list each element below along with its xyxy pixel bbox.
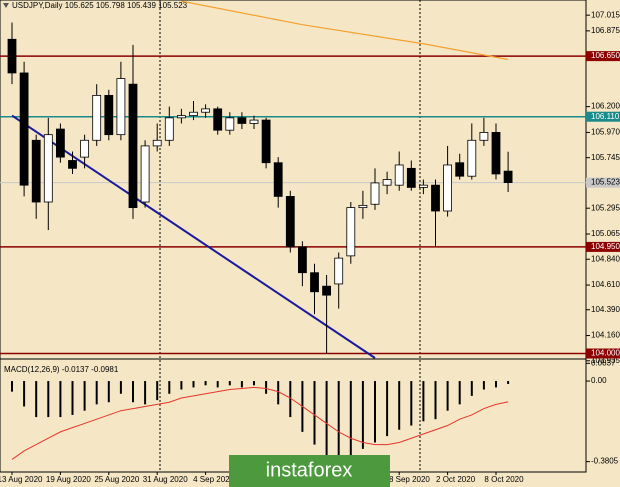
- candle-body: [43, 134, 53, 203]
- y-tick-label: 106.200: [591, 102, 620, 111]
- candle-body: [140, 145, 150, 203]
- indicator-line: [181, 0, 509, 61]
- candle-body: [116, 78, 126, 136]
- signal-line: [11, 386, 509, 460]
- candle-body: [56, 128, 65, 158]
- candle-body: [334, 257, 344, 285]
- y-tick-label: 104.840: [591, 254, 620, 263]
- candle-body: [7, 38, 17, 74]
- candle-body: [19, 72, 29, 186]
- y-tick-label: 103.935: [591, 356, 620, 365]
- candle-body: [406, 167, 416, 188]
- candle-body: [164, 117, 174, 141]
- candle-body: [273, 162, 283, 197]
- candle-body: [68, 160, 77, 169]
- x-tick-label: 13 Aug 2020: [0, 475, 43, 484]
- candle-body: [503, 170, 513, 183]
- level-label-box: [586, 111, 620, 122]
- candle-body: [418, 184, 428, 188]
- candle-body: [394, 164, 404, 186]
- y-tick-label: 104.610: [591, 280, 620, 289]
- y-tick-label: 104.390: [591, 305, 620, 314]
- y-tick-label: 105.065: [591, 229, 620, 238]
- candle-body: [213, 108, 223, 131]
- y-tick-label: 105.295: [591, 203, 620, 212]
- x-tick-label: 2 Oct 2020: [436, 475, 476, 484]
- candle-body: [382, 179, 392, 186]
- x-tick-label: 4 Sep 2020: [193, 475, 234, 484]
- x-tick-label: 8 Oct 2020: [484, 475, 524, 484]
- candle-body: [370, 182, 380, 205]
- y-tick-label: 104.160: [591, 331, 620, 340]
- y-tick-label: 0.0837: [591, 358, 616, 367]
- candle-body: [92, 94, 102, 141]
- candle-body: [297, 246, 307, 274]
- y-tick-label: 105.970: [591, 128, 620, 137]
- indicator-line: [11, 114, 376, 359]
- candle-body: [152, 139, 162, 147]
- candle-body: [225, 117, 235, 131]
- x-tick-label: 25 Aug 2020: [94, 475, 139, 484]
- x-tick-label: 31 Aug 2020: [143, 475, 188, 484]
- level-label-box: [586, 348, 620, 359]
- chart-title: USDJPY,Daily 105.625 105.798 105.439 105…: [12, 1, 188, 10]
- candle-body: [479, 132, 489, 141]
- candle-body: [491, 132, 501, 175]
- y-tick-label: 107.015: [591, 10, 620, 19]
- candle-body: [104, 94, 114, 136]
- y-tick-label: 0.00: [591, 376, 607, 385]
- level-label: 106.650: [591, 51, 620, 60]
- y-tick-label: 106.875: [591, 26, 620, 35]
- last-price-label: 105.523: [591, 178, 620, 187]
- candle-body: [455, 162, 465, 177]
- level-label-box: [586, 241, 620, 252]
- candle-body: [431, 184, 440, 212]
- y-tick-label: -0.3805: [591, 457, 619, 466]
- candle-body: [285, 195, 295, 248]
- level-label: 104.000: [591, 349, 620, 358]
- candle-body: [261, 119, 271, 164]
- candle-body: [176, 115, 186, 119]
- candle-body: [201, 108, 211, 113]
- candle-body: [31, 139, 41, 203]
- candle-body: [443, 164, 453, 212]
- candle-body: [310, 272, 319, 293]
- x-tick-label: 19 Aug 2020: [46, 475, 91, 484]
- candle-body: [128, 83, 138, 209]
- candle-body: [467, 139, 477, 177]
- watermark-box: [229, 455, 390, 487]
- macd-title: MACD(12,26,9) -0.0137 -0.0981: [4, 365, 119, 374]
- candle-body: [237, 117, 247, 124]
- symbol-icon: [3, 3, 9, 8]
- candle-body: [346, 207, 356, 257]
- level-label: 104.950: [591, 242, 620, 251]
- watermark: instaforex: [266, 459, 353, 481]
- candle-body: [80, 139, 89, 158]
- level-label-box: [586, 51, 620, 62]
- last-price-box: [586, 177, 620, 188]
- x-tick-label: 28 Sep 2020: [385, 475, 431, 484]
- level-label: 106.110: [591, 112, 620, 121]
- candle-body: [189, 111, 198, 116]
- candle-body: [249, 119, 259, 124]
- y-tick-label: 105.745: [591, 153, 620, 162]
- candle-body: [322, 285, 332, 296]
- candle-body: [358, 204, 368, 209]
